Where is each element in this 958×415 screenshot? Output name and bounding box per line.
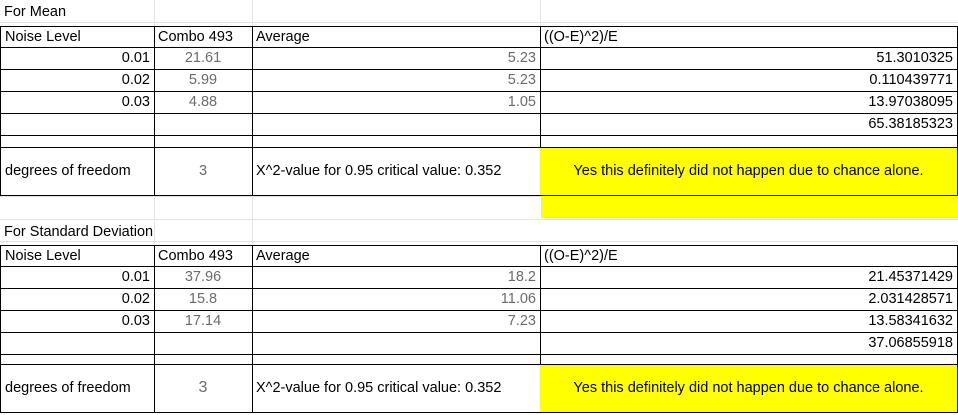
cell-noise[interactable]: 0.03 [0, 311, 155, 333]
cell-combo[interactable]: 37.96 [154, 267, 253, 289]
cell-average[interactable]: 5.23 [252, 70, 541, 92]
cell-empty[interactable] [154, 114, 253, 136]
cell-average[interactable]: 7.23 [252, 311, 541, 333]
critical-value[interactable]: X^2-value for 0.95 critical value: 0.352 [252, 148, 541, 196]
critical-value[interactable]: X^2-value for 0.95 critical value: 0.352 [252, 365, 541, 413]
header-chi[interactable]: ((O-E)^2)/E [540, 26, 958, 48]
cell-chi[interactable]: 21.45371429 [540, 267, 958, 289]
gridline [252, 196, 253, 246]
cell-chi[interactable]: 2.031428571 [540, 289, 958, 311]
cell-chi[interactable]: 13.97038095 [540, 92, 958, 114]
cell-chi[interactable]: 51.3010325 [540, 48, 958, 70]
cell-empty[interactable] [252, 333, 541, 355]
header-noise-level[interactable]: Noise Level [0, 245, 155, 267]
cell-chi[interactable]: 0.110439771 [540, 70, 958, 92]
cell-noise[interactable]: 0.03 [0, 92, 155, 114]
gridline [0, 219, 958, 220]
section-title-sd: For Standard Deviation [4, 224, 154, 240]
cell-empty[interactable] [0, 355, 155, 365]
highlight-cell[interactable] [541, 196, 958, 218]
cell-noise[interactable]: 0.02 [0, 70, 155, 92]
cell-average[interactable]: 11.06 [252, 289, 541, 311]
cell-empty[interactable] [154, 333, 253, 355]
df-value[interactable]: 3 [154, 148, 253, 196]
cell-chi[interactable]: 13.58341632 [540, 311, 958, 333]
cell-noise[interactable]: 0.01 [0, 48, 155, 70]
gridline [0, 241, 958, 242]
df-label[interactable]: degrees of freedom [0, 148, 155, 196]
header-combo[interactable]: Combo 493 [154, 245, 253, 267]
conclusion[interactable]: Yes this definitely did not happen due t… [540, 148, 958, 196]
cell-total[interactable]: 65.38185323 [540, 114, 958, 136]
gridline [540, 0, 541, 26]
cell-empty[interactable] [0, 114, 155, 136]
gridline [252, 0, 253, 26]
header-combo[interactable]: Combo 493 [154, 26, 253, 48]
cell-empty[interactable] [540, 355, 958, 365]
cell-average[interactable]: 5.23 [252, 48, 541, 70]
cell-combo[interactable]: 4.88 [154, 92, 253, 114]
cell-average[interactable]: 1.05 [252, 92, 541, 114]
gridline [0, 196, 958, 197]
df-value[interactable]: 3 [154, 365, 253, 413]
header-average[interactable]: Average [252, 245, 541, 267]
cell-empty[interactable] [0, 136, 155, 148]
cell-average[interactable]: 18.2 [252, 267, 541, 289]
header-noise-level[interactable]: Noise Level [0, 26, 155, 48]
cell-combo[interactable]: 15.8 [154, 289, 253, 311]
cell-empty[interactable] [154, 355, 253, 365]
cell-noise[interactable]: 0.02 [0, 289, 155, 311]
cell-combo[interactable]: 21.61 [154, 48, 253, 70]
gridline [154, 196, 155, 246]
cell-empty[interactable] [252, 136, 541, 148]
cell-empty[interactable] [154, 136, 253, 148]
cell-empty[interactable] [252, 114, 541, 136]
cell-empty[interactable] [540, 136, 958, 148]
header-average[interactable]: Average [252, 26, 541, 48]
gridline [0, 22, 958, 23]
cell-combo[interactable]: 5.99 [154, 70, 253, 92]
cell-empty[interactable] [252, 355, 541, 365]
cell-noise[interactable]: 0.01 [0, 267, 155, 289]
conclusion[interactable]: Yes this definitely did not happen due t… [540, 365, 958, 413]
cell-combo[interactable]: 17.14 [154, 311, 253, 333]
section-title-mean: For Mean [4, 4, 67, 20]
cell-empty[interactable] [0, 333, 155, 355]
cell-total[interactable]: 37.06855918 [540, 333, 958, 355]
gridline [154, 0, 155, 26]
header-chi[interactable]: ((O-E)^2)/E [540, 245, 958, 267]
df-label[interactable]: degrees of freedom [0, 365, 155, 413]
